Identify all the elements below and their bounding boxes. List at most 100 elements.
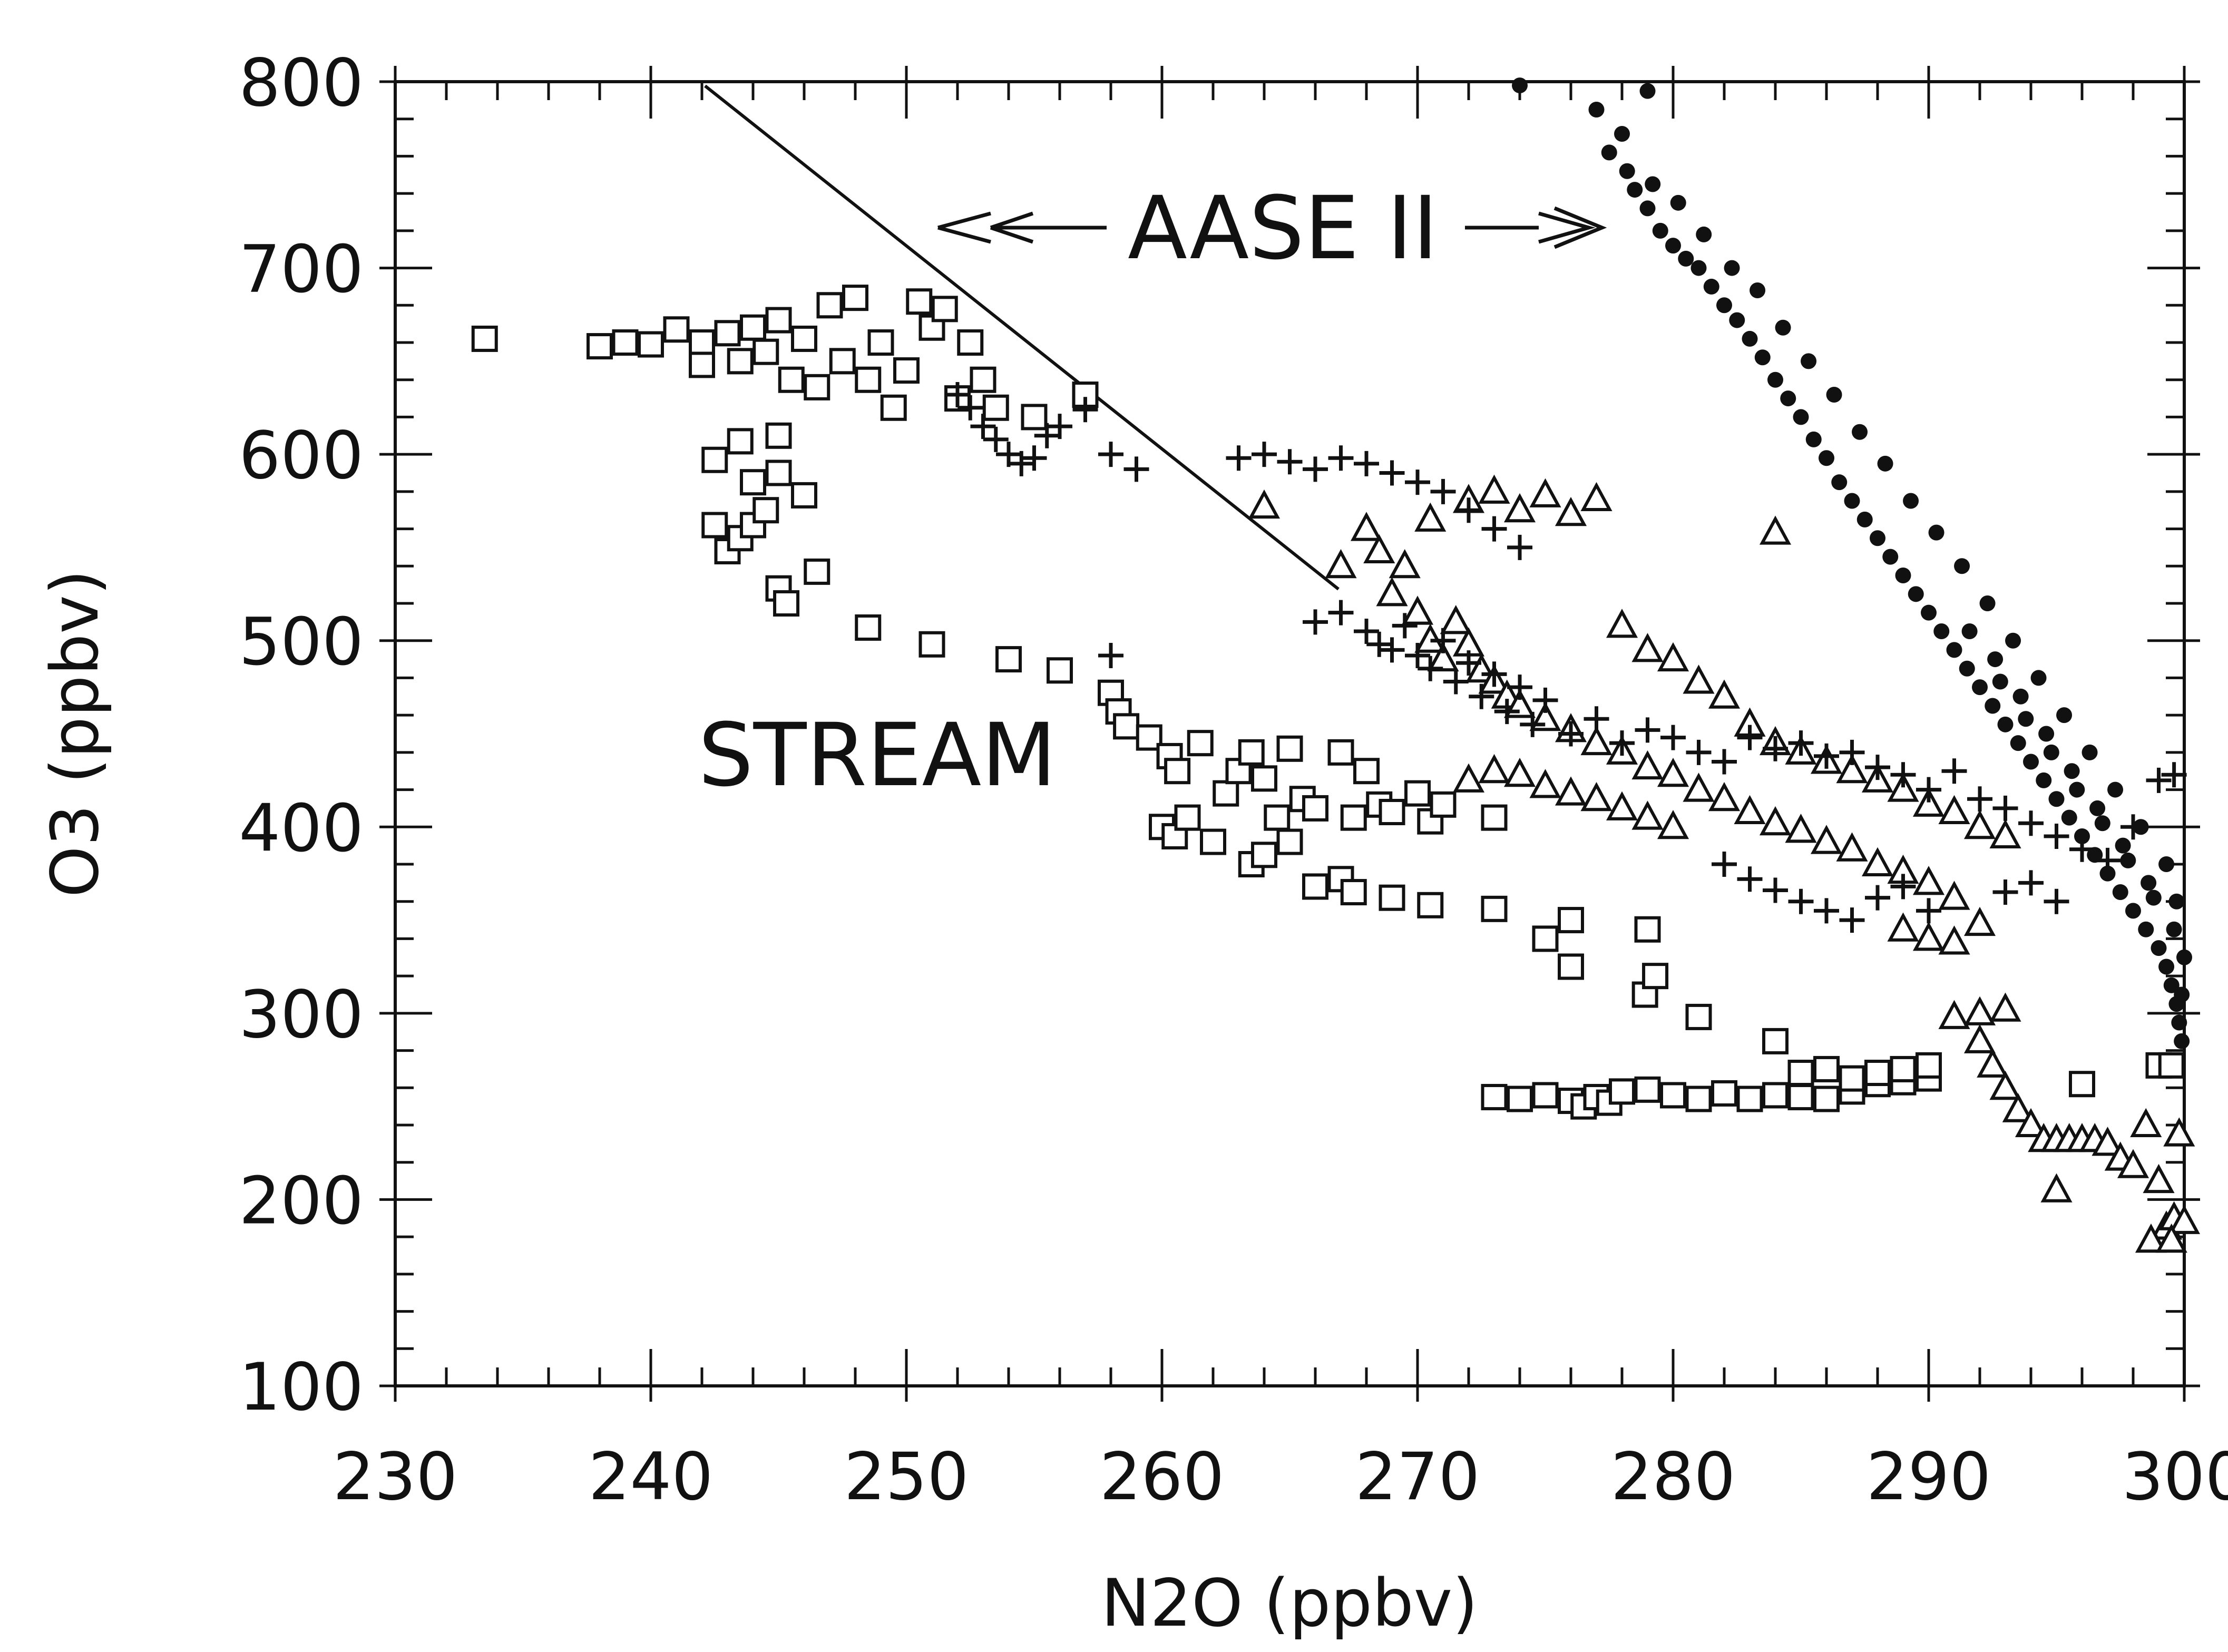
triangle-point [1708, 781, 1741, 812]
plus-point [1379, 460, 1405, 486]
square-point [765, 422, 792, 449]
dot-point [1627, 182, 1643, 198]
triangle-point [1376, 577, 1408, 607]
dot-point [1754, 349, 1771, 366]
plus-point [1481, 516, 1507, 542]
x-tick-label: 260 [1100, 1439, 1225, 1515]
plus-point [2018, 870, 2044, 896]
square-point [1609, 1078, 1635, 1105]
plus-point [1839, 739, 1865, 765]
dot-point [1985, 698, 2001, 714]
square-point [663, 316, 690, 343]
dot-point [1588, 102, 1605, 118]
triangle-point [1810, 825, 1843, 854]
x-tick-label: 240 [589, 1439, 714, 1515]
triangle-point [1657, 810, 1689, 839]
dot-point [1946, 642, 1962, 658]
square-point [1302, 795, 1328, 822]
plus-point [1992, 879, 2018, 905]
square-point [957, 329, 984, 356]
dot-point [2171, 1014, 2187, 1031]
triangle-point [1503, 758, 1536, 787]
dot-point [2074, 828, 2090, 844]
plus-point [1456, 497, 1481, 523]
triangle-point [1606, 791, 1638, 820]
dot-point [1961, 623, 1978, 640]
dot-point [2087, 847, 2103, 863]
axis-ticks [379, 66, 2200, 1402]
dot-point [1903, 493, 1919, 509]
plus-point [1430, 478, 1456, 504]
triangle-point [2092, 1127, 2124, 1156]
plus-point [1443, 669, 1469, 695]
square-point [1353, 758, 1380, 785]
square-point [1481, 804, 1508, 831]
y-tick-label: 300 [239, 977, 364, 1053]
plot-frame [394, 80, 2186, 1387]
dot-point [2048, 791, 2065, 807]
square-point [1047, 657, 1073, 684]
square-point [1787, 1083, 1814, 1110]
square-point [689, 351, 715, 378]
square-point [804, 558, 830, 585]
plus-point [970, 414, 996, 439]
dot-point [2133, 819, 2149, 835]
dot-point [1601, 144, 1617, 161]
triangle-point [1977, 1048, 2009, 1078]
dot-point [1819, 450, 1834, 466]
square-point [1327, 739, 1354, 766]
dot-point [2138, 921, 2154, 937]
plus-point [1558, 721, 1584, 747]
dot-point [1959, 660, 1975, 677]
square-point [867, 329, 894, 356]
dot-point [1775, 319, 1791, 336]
plus-point [1660, 725, 1686, 750]
square-point [753, 338, 779, 365]
square-point [1379, 799, 1405, 825]
square-point [791, 482, 817, 509]
plus-point [1839, 907, 1865, 933]
square-point [1430, 791, 1457, 818]
plus-point [1009, 451, 1034, 476]
dot-point [2010, 735, 2026, 751]
square-point [1660, 1082, 1686, 1109]
dot-point [2082, 744, 2098, 760]
square-point [1136, 724, 1162, 751]
plus-point [1609, 730, 1635, 756]
dot-point [1729, 312, 1745, 328]
right-arrow-icon [1465, 206, 1607, 249]
y-tick-label: 800 [239, 45, 364, 121]
square-point [1187, 730, 1214, 757]
triangle-point [1529, 478, 1561, 507]
triangle-point [1555, 776, 1587, 806]
dot-point [2145, 889, 2162, 906]
plus-point [1737, 866, 1763, 892]
dot-point [1921, 604, 1937, 621]
dot-point [1614, 126, 1630, 142]
plus-point [2044, 823, 2069, 849]
square-point [791, 325, 817, 352]
square-point [1276, 735, 1303, 762]
plus-point [1763, 877, 1788, 903]
triangle-point [1963, 906, 1996, 936]
dot-point [1512, 77, 1528, 94]
dot-point [1852, 424, 1868, 440]
plus-point [1712, 749, 1737, 775]
square-point [982, 394, 1009, 421]
plus-point [1021, 445, 1047, 471]
dot-point [1724, 260, 1740, 276]
square-point [970, 366, 996, 393]
triangle-point [1631, 800, 1664, 830]
square-point [1213, 780, 1239, 807]
dot-point [2120, 852, 2136, 868]
dot-point [1703, 278, 1719, 295]
triangle-point [1350, 512, 1383, 541]
triangle-point [2015, 1108, 2047, 1137]
square-point [1174, 804, 1201, 831]
dot-point [1928, 524, 1944, 541]
square-point [1481, 1083, 1508, 1110]
data-points [471, 77, 2201, 1253]
axis-tick-labels: 230 240 250 260 270 280 290 300 100 200 300 400 500 6… [239, 45, 2228, 1515]
plus-point [1814, 743, 1839, 769]
